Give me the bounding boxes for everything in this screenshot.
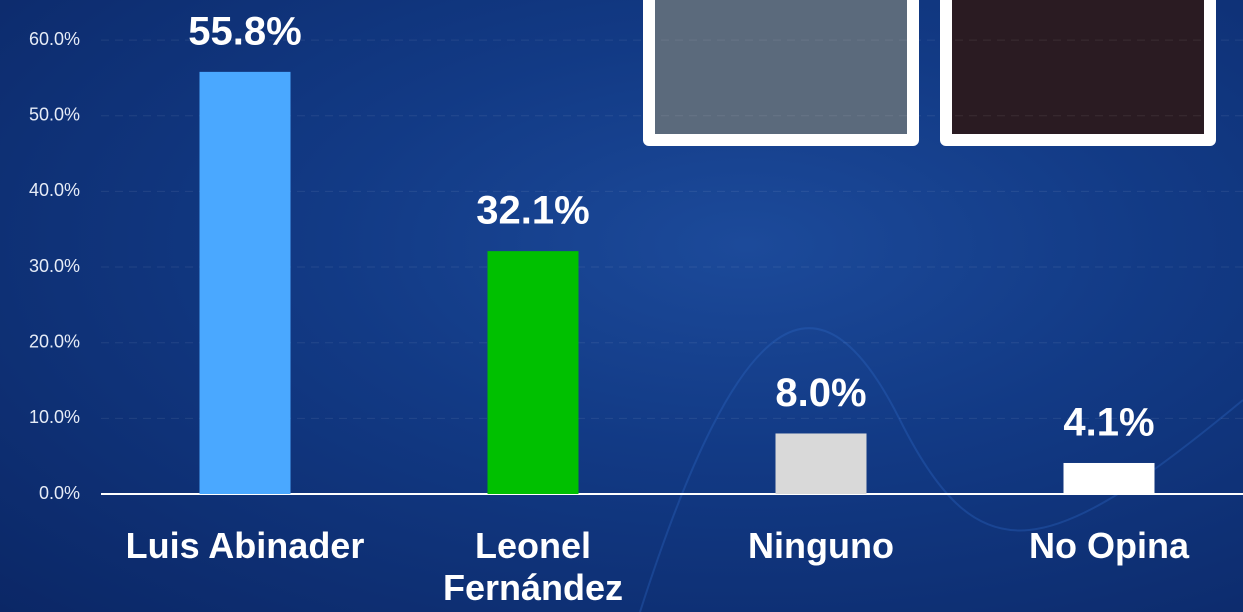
bar (488, 251, 579, 494)
value-label: 8.0% (775, 371, 866, 415)
y-tick-label: 30.0% (29, 256, 80, 276)
y-tick-label: 0.0% (39, 483, 80, 503)
value-label: 55.8% (188, 9, 301, 53)
value-label: 4.1% (1063, 401, 1154, 445)
x-tick-label: Ninguno (681, 525, 961, 567)
bar (776, 433, 867, 494)
y-tick-label: 10.0% (29, 407, 80, 427)
x-tick-label: Luis Abinader (105, 525, 385, 567)
chart: 0.0% 10.0% 20.0% 30.0% 40.0% 50.0% 60.0% 55.8% 3… (0, 0, 1243, 612)
y-tick-label: 20.0% (29, 331, 80, 351)
bar (1064, 463, 1155, 494)
page: 0.0% 10.0% 20.0% 30.0% 40.0% 50.0% 60.0% 55.8% 3… (0, 0, 1243, 612)
x-tick-label: Leonel Fernández (393, 525, 673, 609)
value-label: 32.1% (476, 189, 589, 233)
bar (200, 72, 291, 494)
x-tick-label: No Opina (969, 525, 1243, 567)
y-tick-label: 40.0% (29, 180, 80, 200)
y-tick-label: 50.0% (29, 104, 80, 124)
photo-frame (643, 0, 1216, 146)
y-tick-label: 60.0% (29, 29, 80, 49)
